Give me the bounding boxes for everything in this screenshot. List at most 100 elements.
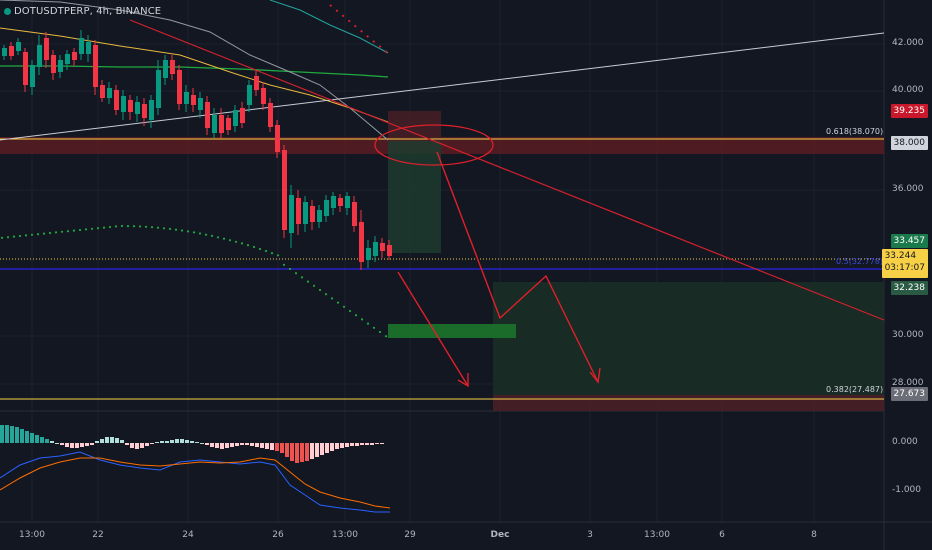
price-tag-fib-382: 27.673 (890, 387, 928, 401)
y-axis-label: 30.000 (892, 330, 924, 340)
sar-dot (372, 326, 376, 329)
resistance-zone[interactable] (0, 137, 884, 154)
histogram-bar (20, 429, 24, 443)
sar-dot (102, 226, 106, 229)
histogram-bar (10, 426, 14, 443)
histogram-bar (300, 443, 304, 462)
sar-dot (360, 318, 364, 321)
projection-arrows[interactable] (397, 151, 601, 388)
histogram-bar (340, 443, 344, 448)
ma-green (0, 65, 389, 78)
sar-dot (168, 227, 172, 230)
sar-dot (204, 233, 208, 236)
histogram-bar (380, 443, 384, 444)
symbol-title[interactable]: DOTUSDTPERP, 4h, BINANCE (4, 6, 161, 17)
histogram-bar (240, 443, 244, 445)
dotted-trendline (329, 4, 391, 56)
histogram-bar (75, 443, 79, 448)
sar-dot (108, 225, 112, 229)
histogram-bar (200, 443, 204, 444)
sar-dot (312, 284, 316, 287)
histogram-bar (40, 437, 44, 443)
y-axis-label: 40.000 (892, 85, 924, 95)
sar-dot (96, 227, 100, 230)
histogram-bar (150, 443, 154, 444)
histogram-bar (310, 443, 314, 459)
sar-dot (150, 226, 154, 229)
x-axis-label: 8 (811, 530, 817, 540)
histogram-bar (235, 443, 239, 446)
sar-dot (198, 232, 202, 235)
sar-dot (126, 225, 130, 228)
position-target-zone[interactable] (388, 141, 441, 253)
sar-dot (174, 228, 178, 231)
histogram-bar (145, 443, 149, 446)
histogram-bar (305, 443, 309, 461)
oscillator-signal-line (0, 457, 391, 509)
histogram-bar (325, 443, 329, 453)
histogram-bar (345, 443, 349, 447)
fib-label-500: 0.5(32.778) (836, 257, 882, 266)
histogram-bar (105, 437, 109, 443)
sar-dot (336, 301, 340, 304)
sar-dot (30, 233, 34, 236)
sar-dot (300, 276, 304, 279)
sar-dot (6, 236, 10, 239)
histogram-bar (210, 443, 214, 447)
sar-dot (240, 242, 244, 245)
price-tag-fib-618: 38.000 (890, 136, 928, 150)
descending-trendline[interactable] (129, 19, 885, 321)
sar-dot (294, 272, 298, 275)
sar-dot (366, 322, 370, 325)
sar-dot (120, 224, 124, 228)
sar-dot (216, 236, 220, 239)
sar-dot (378, 330, 382, 334)
sar-dot (192, 231, 196, 234)
x-axis-label: 13:00 (644, 530, 670, 540)
symbol-title-text: DOTUSDTPERP, 4h, BINANCE (14, 6, 162, 17)
fib-label-618: 0.618(38.070) (826, 127, 884, 136)
histogram-bar (185, 440, 189, 443)
sar-dot (222, 237, 226, 240)
histogram-bar (330, 443, 334, 451)
sar-dot (276, 254, 280, 257)
histogram-bar (5, 425, 9, 443)
x-axis-label: 26 (272, 530, 284, 540)
sar-dot (354, 314, 358, 317)
histogram-bar (180, 439, 184, 443)
projection-zone[interactable] (493, 282, 884, 395)
histogram-bar (175, 439, 179, 443)
price-tag-target: 32.238 (890, 281, 928, 295)
histogram-bar (205, 443, 209, 445)
sar-dots (0, 224, 388, 338)
histogram-bar (45, 439, 49, 443)
sar-dot (306, 280, 310, 283)
sar-dot (246, 244, 250, 247)
sar-dot (210, 234, 214, 237)
symbol-status-icon (4, 7, 11, 15)
osc-axis-label: -1.000 (892, 485, 922, 495)
sar-dot (234, 240, 238, 243)
sar-dot (18, 234, 22, 238)
sar-dot (186, 230, 190, 233)
ascending-trendline[interactable] (0, 32, 885, 141)
histogram-bar (170, 440, 174, 443)
highlight-ellipse[interactable] (374, 124, 494, 166)
histogram-bar (320, 443, 324, 455)
support-zone[interactable] (493, 395, 884, 411)
histogram-bar (225, 443, 229, 448)
histogram-bar (195, 442, 199, 443)
histogram-bar (290, 443, 294, 461)
histogram-bar (365, 443, 369, 445)
price-tag-green: 33.457 (890, 234, 928, 248)
histogram-bar (110, 437, 114, 443)
x-axis-label: Dec (490, 530, 510, 540)
histogram-bar (100, 439, 104, 443)
demand-box[interactable] (388, 324, 516, 338)
x-axis-label: 13:00 (332, 530, 358, 540)
histogram-bar (335, 443, 339, 449)
histogram-bar (130, 443, 134, 448)
x-axis-label: 3 (587, 530, 593, 540)
histogram-bar (360, 443, 364, 445)
